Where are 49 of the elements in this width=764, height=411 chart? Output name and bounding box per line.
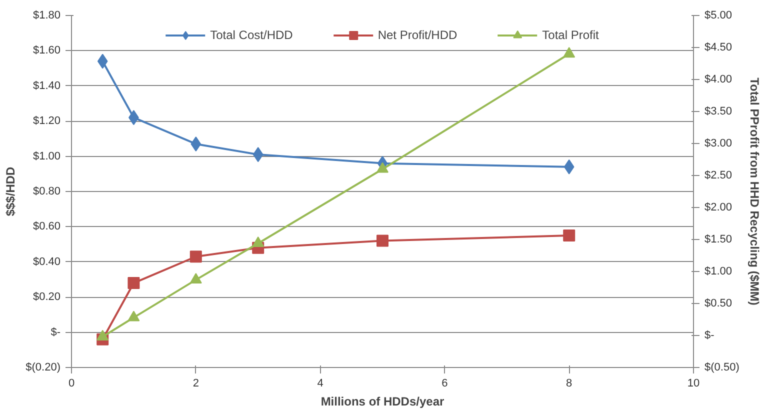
y-tick-label: $(0.20)	[26, 362, 61, 374]
point	[96, 330, 109, 340]
x-tick-label: 4	[317, 378, 324, 390]
y2-tick-label: $3.00	[704, 138, 732, 150]
y2-tick-label: $1.50	[704, 234, 732, 246]
y2-tick-label: $1.00	[704, 266, 732, 278]
point	[252, 236, 264, 248]
x-axis-title: Millions of HDDs/year	[320, 394, 445, 408]
point	[97, 54, 108, 69]
legend-label: Net Profit/HDD	[378, 28, 458, 42]
point	[376, 234, 388, 247]
legend-label: Total Cost/HDD	[210, 28, 293, 42]
point	[252, 147, 264, 162]
point	[190, 272, 202, 284]
point	[190, 250, 202, 263]
y-tick-label: $1.60	[32, 44, 61, 57]
y-tick-label: $1.80	[32, 10, 61, 22]
point	[128, 310, 140, 322]
point	[563, 230, 576, 242]
x-tick-label: 0	[68, 378, 75, 390]
point	[563, 47, 576, 58]
x-tick-label: 2	[192, 378, 199, 390]
y-tick-label: $1.40	[32, 80, 61, 92]
y2-tick-label: $3.50	[704, 106, 732, 118]
y2-tick-label: $-	[704, 330, 715, 342]
point	[128, 277, 140, 290]
y-tick-label: $-	[50, 326, 61, 338]
y2-tick-label: $5.00	[704, 10, 732, 22]
y2-tick-label: $4.50	[704, 42, 732, 54]
legend-label: Total Profit	[542, 28, 599, 42]
y2-tick-label: $4.00	[704, 74, 732, 86]
x-tick-label: 10	[687, 378, 700, 390]
y2-tick-label: $(0.50)	[704, 362, 740, 374]
y2-tick-label: $2.50	[704, 170, 732, 182]
point	[564, 159, 574, 174]
y-tick-label: $0.60	[32, 220, 61, 233]
y-tick-label: $0.40	[32, 256, 61, 268]
y2-tick-label: $0.50	[704, 298, 732, 310]
y-tick-label: $1.20	[32, 115, 61, 128]
y2-axis-title: Total PProfit from HHD Recycling ($MM)	[747, 78, 762, 306]
y-tick-label: $0.80	[32, 186, 61, 198]
y-axis-title: $$$/HDD	[4, 166, 18, 216]
point	[376, 162, 388, 173]
y2-tick-label: $2.00	[704, 202, 732, 214]
y-tick-label: $0.20	[32, 291, 61, 304]
y-tick-label: $1.00	[32, 150, 61, 162]
point	[190, 136, 202, 152]
x-tick-label: 6	[442, 378, 448, 390]
x-tick-label: 8	[566, 378, 572, 390]
